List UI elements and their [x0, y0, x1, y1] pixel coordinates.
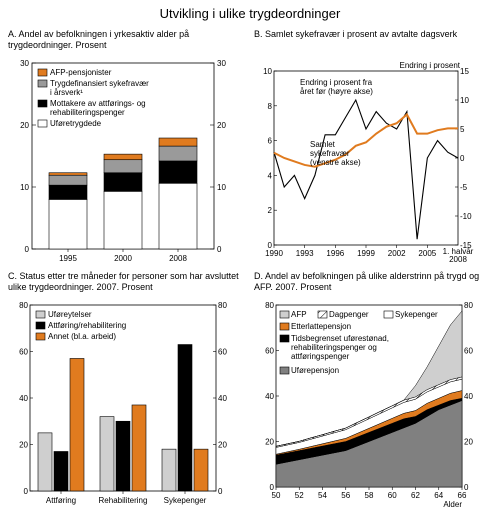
svg-text:15: 15 [460, 67, 469, 76]
chart-a: 0 0 10 10 20 20 30 30 AFP-pensjonister Trygdefina… [8, 57, 238, 267]
svg-text:4: 4 [268, 171, 273, 180]
svg-text:40: 40 [19, 394, 28, 403]
svg-text:20: 20 [19, 441, 28, 450]
svg-text:AFP-pensjonister: AFP-pensjonister [50, 68, 112, 77]
svg-text:-10: -10 [460, 212, 472, 221]
svg-text:rehabiliteringspenger: rehabiliteringspenger [50, 108, 125, 117]
svg-text:2000: 2000 [114, 254, 132, 263]
svg-text:60: 60 [464, 347, 473, 356]
svg-text:60: 60 [388, 491, 397, 500]
chart-c: 0 0 20 20 40 40 60 60 80 80 Uføreytelser Attføring/… [8, 299, 238, 509]
panel-b-title: B. Samlet sykefravær i prosent av avtalt… [254, 29, 492, 53]
panel-c: C. Status etter tre måneder for personer… [8, 271, 246, 509]
chart-grid: A. Andel av befolkningen i yrkesaktiv al… [8, 29, 492, 509]
svg-text:2002: 2002 [388, 249, 406, 258]
svg-text:Sykepenger: Sykepenger [395, 310, 438, 319]
svg-text:rehabiliteringspenger og: rehabiliteringspenger og [291, 343, 377, 352]
svg-text:Annet (bl.a. arbeid): Annet (bl.a. arbeid) [48, 332, 116, 341]
svg-text:54: 54 [318, 491, 327, 500]
svg-text:40: 40 [218, 394, 227, 403]
main-title: Utvikling i ulike trygdeordninger [8, 6, 492, 21]
svg-text:(venstre akse): (venstre akse) [310, 158, 361, 167]
svg-text:58: 58 [365, 491, 374, 500]
svg-text:10: 10 [263, 67, 272, 76]
chart-d: 002020404060608080505254565860626466Alde… [254, 299, 484, 509]
panel-a-title: A. Andel av befolkningen i yrkesaktiv al… [8, 29, 246, 53]
svg-text:Tidsbegrenset uførestønad,: Tidsbegrenset uførestønad, [291, 334, 389, 343]
svg-text:Samlet: Samlet [310, 140, 336, 149]
svg-text:0: 0 [217, 245, 222, 254]
svg-text:0: 0 [460, 154, 465, 163]
panel-d: D. Andel av befolkningen på ulike alders… [254, 271, 492, 509]
svg-text:2005: 2005 [418, 249, 436, 258]
svg-text:Alder: Alder [443, 500, 462, 509]
svg-text:1996: 1996 [326, 249, 344, 258]
svg-text:6: 6 [268, 137, 273, 146]
svg-text:40: 40 [464, 392, 473, 401]
svg-text:Trygdefinansiert sykefravær: Trygdefinansiert sykefravær [50, 79, 149, 88]
svg-text:1995: 1995 [59, 254, 77, 263]
svg-text:0: 0 [25, 245, 30, 254]
svg-text:20: 20 [265, 438, 274, 447]
svg-text:20: 20 [464, 438, 473, 447]
svg-text:Sykepenger: Sykepenger [164, 496, 207, 505]
svg-text:året før (høyre akse): året før (høyre akse) [300, 87, 373, 96]
svg-text:30: 30 [20, 59, 29, 68]
svg-text:1990: 1990 [265, 249, 283, 258]
svg-text:i årsverk¹: i årsverk¹ [50, 88, 83, 97]
svg-text:AFP: AFP [291, 310, 307, 319]
svg-text:10: 10 [20, 183, 29, 192]
svg-text:Endring i prosent: Endring i prosent [400, 61, 461, 70]
svg-text:sykefravær: sykefravær [310, 149, 350, 158]
svg-text:0: 0 [24, 487, 29, 496]
svg-text:60: 60 [19, 348, 28, 357]
svg-text:8: 8 [268, 102, 273, 111]
chart-b: Endring i prosent0246810-15-10-505101519… [254, 57, 484, 267]
svg-text:Uførepensjon: Uførepensjon [291, 366, 339, 375]
svg-text:0: 0 [218, 487, 223, 496]
svg-text:1993: 1993 [296, 249, 314, 258]
svg-text:Etterlattepensjon: Etterlattepensjon [291, 322, 351, 331]
svg-text:5: 5 [460, 125, 465, 134]
svg-text:2008: 2008 [449, 255, 467, 264]
svg-text:Uføreytelser: Uføreytelser [48, 310, 92, 319]
svg-text:64: 64 [434, 491, 443, 500]
svg-text:10: 10 [217, 183, 226, 192]
svg-text:20: 20 [217, 121, 226, 130]
svg-text:Uføretrygdede: Uføretrygdede [50, 119, 102, 128]
svg-text:20: 20 [20, 121, 29, 130]
svg-text:60: 60 [218, 348, 227, 357]
svg-text:Endring i prosent fra: Endring i prosent fra [300, 78, 373, 87]
panel-a: A. Andel av befolkningen i yrkesaktiv al… [8, 29, 246, 267]
svg-text:Rehabilitering: Rehabilitering [99, 496, 148, 505]
panel-d-title: D. Andel av befolkningen på ulike alders… [254, 271, 492, 295]
svg-text:Attføring: Attføring [46, 496, 76, 505]
svg-text:attføringspenger: attføringspenger [291, 352, 350, 361]
svg-text:40: 40 [265, 392, 274, 401]
svg-text:80: 80 [265, 301, 274, 310]
svg-text:Dagpenger: Dagpenger [329, 310, 369, 319]
svg-text:80: 80 [218, 301, 227, 310]
svg-text:80: 80 [464, 301, 473, 310]
panel-b: B. Samlet sykefravær i prosent av avtalt… [254, 29, 492, 267]
svg-text:30: 30 [217, 59, 226, 68]
panel-c-title: C. Status etter tre måneder for personer… [8, 271, 246, 295]
svg-text:20: 20 [218, 441, 227, 450]
svg-text:-5: -5 [460, 183, 468, 192]
svg-text:Attføring/rehabilitering: Attføring/rehabilitering [48, 321, 126, 330]
svg-text:2008: 2008 [169, 254, 187, 263]
svg-text:60: 60 [265, 347, 274, 356]
svg-text:62: 62 [411, 491, 420, 500]
svg-text:56: 56 [341, 491, 350, 500]
svg-text:50: 50 [272, 491, 281, 500]
svg-text:Mottakere av attførings- og: Mottakere av attførings- og [50, 99, 146, 108]
svg-text:52: 52 [295, 491, 304, 500]
svg-text:2: 2 [268, 206, 273, 215]
svg-text:1999: 1999 [357, 249, 375, 258]
svg-text:80: 80 [19, 301, 28, 310]
svg-text:66: 66 [458, 491, 467, 500]
svg-text:10: 10 [460, 96, 469, 105]
